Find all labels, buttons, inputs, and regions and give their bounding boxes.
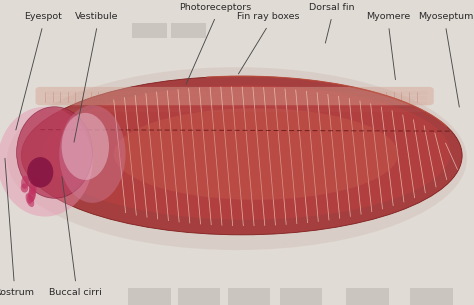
Ellipse shape <box>28 186 36 202</box>
Text: Myomere: Myomere <box>366 12 411 21</box>
FancyBboxPatch shape <box>36 87 434 105</box>
Ellipse shape <box>0 107 92 217</box>
Ellipse shape <box>32 176 40 186</box>
Ellipse shape <box>27 188 36 204</box>
Ellipse shape <box>43 85 450 220</box>
Text: Buccal cirri: Buccal cirri <box>49 288 102 297</box>
Text: Rostrum: Rostrum <box>0 288 34 297</box>
Ellipse shape <box>29 181 36 195</box>
FancyBboxPatch shape <box>128 288 171 305</box>
FancyBboxPatch shape <box>280 288 322 305</box>
Text: Eyespot: Eyespot <box>24 12 62 21</box>
FancyBboxPatch shape <box>171 23 206 38</box>
FancyBboxPatch shape <box>178 288 220 305</box>
Ellipse shape <box>21 76 462 235</box>
Ellipse shape <box>7 67 467 250</box>
Text: Photoreceptors: Photoreceptors <box>180 3 252 12</box>
FancyBboxPatch shape <box>132 23 167 38</box>
Text: Myoseptum: Myoseptum <box>418 12 473 21</box>
Text: Dorsal fin: Dorsal fin <box>309 3 355 12</box>
Text: Vestibule: Vestibule <box>75 12 119 21</box>
FancyBboxPatch shape <box>410 288 453 305</box>
Ellipse shape <box>21 176 29 189</box>
Ellipse shape <box>114 108 398 200</box>
Text: Fin ray boxes: Fin ray boxes <box>237 12 299 21</box>
Ellipse shape <box>62 113 109 180</box>
Ellipse shape <box>21 183 28 192</box>
Ellipse shape <box>26 193 34 207</box>
Ellipse shape <box>27 157 53 188</box>
FancyBboxPatch shape <box>346 288 389 305</box>
Ellipse shape <box>59 105 126 203</box>
FancyBboxPatch shape <box>228 288 270 305</box>
Ellipse shape <box>17 107 92 198</box>
